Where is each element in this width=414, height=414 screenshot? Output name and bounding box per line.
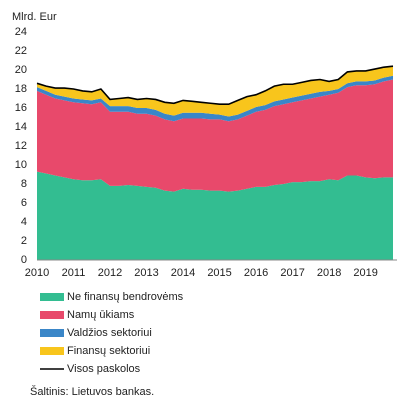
y-tick-label: 24 — [15, 26, 27, 38]
legend-swatch — [40, 347, 64, 355]
legend-label: Valdžios sektoriui — [67, 327, 152, 339]
y-tick-label: 14 — [15, 121, 27, 133]
x-tick-label: 2012 — [98, 267, 122, 279]
area — [37, 66, 393, 117]
legend-label: Namų ūkiams — [67, 309, 135, 321]
legend-label: Finansų sektoriui — [67, 345, 150, 357]
y-tick-label: 20 — [15, 64, 27, 76]
y-axis-label: Mlrd. Eur — [12, 11, 57, 23]
x-tick-label: 2016 — [244, 267, 268, 279]
x-tick-label: 2013 — [134, 267, 158, 279]
y-tick-label: 22 — [15, 45, 27, 57]
y-tick-label: 12 — [15, 140, 27, 152]
total-line — [36, 65, 394, 105]
y-tick-label: 8 — [21, 178, 27, 190]
legend-swatch — [40, 293, 64, 301]
legend-swatch — [40, 329, 64, 337]
x-tick-label: 2010 — [25, 267, 49, 279]
y-tick-label: 2 — [21, 235, 27, 247]
x-tick-label: 2014 — [171, 267, 195, 279]
area — [37, 79, 393, 192]
y-tick-label: 16 — [15, 102, 27, 114]
legend-label: Visos paskolos — [67, 363, 141, 375]
x-tick-label: 2015 — [207, 267, 231, 279]
y-tick-label: 10 — [15, 159, 27, 171]
x-tick-label: 2018 — [317, 267, 341, 279]
legend-swatch — [40, 311, 64, 319]
y-tick-label: 4 — [21, 216, 27, 228]
area — [37, 75, 393, 122]
x-tick-label: 2017 — [280, 267, 304, 279]
y-tick-label: 0 — [21, 254, 27, 266]
y-tick-label: 6 — [21, 197, 27, 209]
x-tick-label: 2011 — [62, 267, 86, 279]
source: Šaltinis: Lietuvos bankas. — [30, 385, 154, 398]
y-tick-label: 18 — [15, 83, 27, 95]
x-tick-label: 2019 — [353, 267, 377, 279]
area — [37, 171, 393, 260]
legend-label: Ne finansų bendrovėms — [67, 291, 184, 303]
